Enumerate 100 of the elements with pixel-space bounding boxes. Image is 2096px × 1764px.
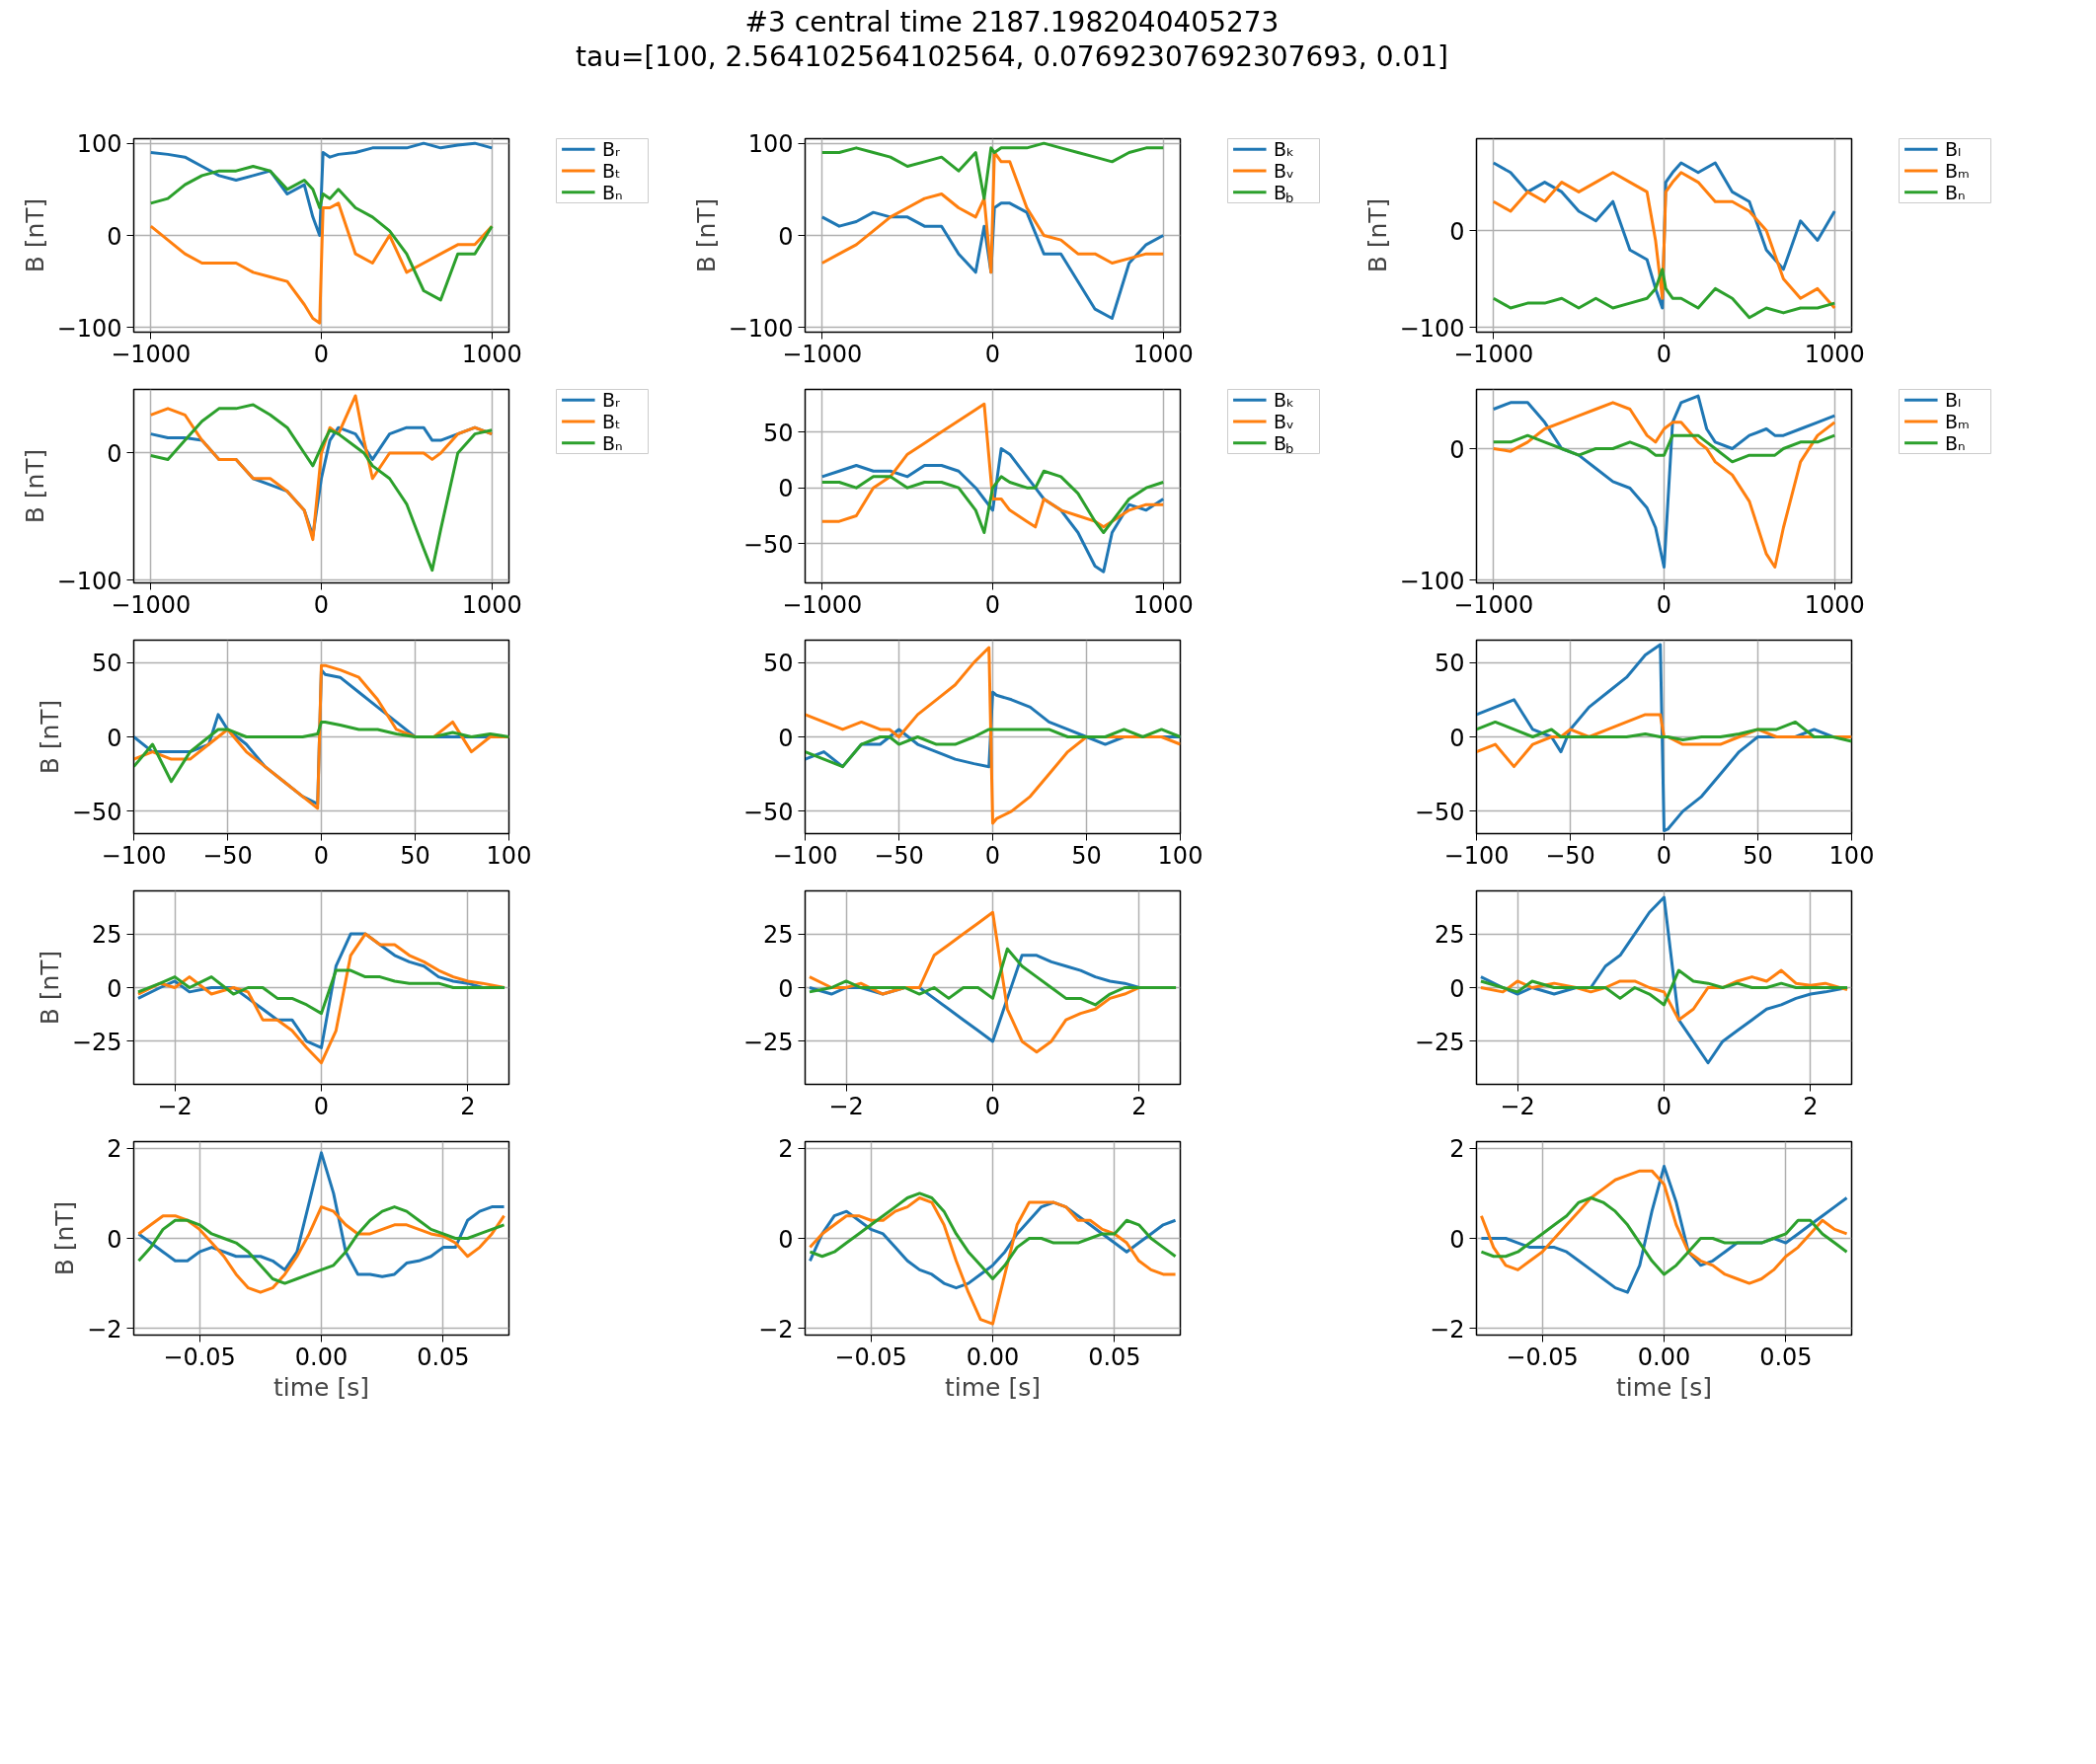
x-tick-label: −50 xyxy=(202,841,253,870)
y-axis-title: B [nT] xyxy=(50,1200,80,1276)
y-tick-label: −100 xyxy=(1399,314,1465,343)
y-tick-label: −25 xyxy=(71,1028,122,1056)
y-tick-label: 0 xyxy=(778,475,794,503)
x-tick-label: 1000 xyxy=(1132,340,1194,368)
legend-label: Bₘ xyxy=(1945,160,1970,182)
y-tick-label: −25 xyxy=(1414,1028,1465,1056)
y-axis-title: B [nT] xyxy=(20,448,49,524)
y-tick-label: 0 xyxy=(778,724,794,752)
legend-label: Bₙ xyxy=(1945,181,1966,203)
y-tick-label: 0 xyxy=(778,222,794,251)
x-tick-label: 1000 xyxy=(1804,340,1865,368)
x-tick-label: 50 xyxy=(400,841,430,870)
x-tick-label: −0.05 xyxy=(1506,1342,1579,1371)
x-tick-label: −1000 xyxy=(1453,340,1534,368)
x-tick-label: 50 xyxy=(1071,841,1102,870)
y-tick-label: 0 xyxy=(107,974,122,1003)
x-tick-label: 0 xyxy=(984,340,1001,368)
y-tick-label: −50 xyxy=(1414,798,1465,826)
legend-label: Bₗ xyxy=(1945,138,1962,161)
x-tick-label: 1000 xyxy=(1132,590,1194,619)
y-tick-label: 2 xyxy=(1449,1135,1465,1164)
legend-label: Bᵣ xyxy=(602,138,621,161)
x-tick-label: 2 xyxy=(460,1092,476,1120)
x-tick-label: 0.00 xyxy=(966,1342,1020,1371)
x-tick-label: 1000 xyxy=(461,590,522,619)
legend-label: Bₜ xyxy=(602,411,621,432)
y-tick-label: 0 xyxy=(107,724,122,752)
x-tick-label: −50 xyxy=(874,841,924,870)
x-tick-label: 0 xyxy=(1656,590,1672,619)
y-tick-label: −2 xyxy=(758,1315,794,1343)
y-axis-title: B [nT] xyxy=(20,197,49,273)
y-tick-label: 50 xyxy=(762,419,794,447)
legend-label: Bₘ xyxy=(1945,411,1970,432)
x-tick-label: 0 xyxy=(313,1092,330,1120)
y-tick-label: 25 xyxy=(91,921,122,950)
chart-title: #3 central time 2187.1982040405273 tau=[100, 2.564102564102564, 0.07692307692307693, 0.01] xyxy=(575,5,1449,74)
x-tick-label: 0 xyxy=(984,590,1001,619)
x-tick-label: 0.00 xyxy=(294,1342,349,1371)
y-tick-label: 0 xyxy=(1449,974,1465,1003)
y-tick-label: −50 xyxy=(71,798,122,826)
x-tick-label: 0 xyxy=(1656,1092,1672,1120)
y-tick-label: −25 xyxy=(742,1028,794,1056)
x-tick-label: −1000 xyxy=(111,340,192,368)
x-tick-label: 100 xyxy=(486,841,532,870)
y-tick-label: 100 xyxy=(76,130,122,159)
y-tick-label: 0 xyxy=(107,222,122,251)
x-tick-label: 0.05 xyxy=(1088,1342,1141,1371)
y-tick-label: 50 xyxy=(1434,650,1465,678)
x-tick-label: 1000 xyxy=(461,340,522,368)
y-tick-label: 50 xyxy=(91,650,122,678)
x-tick-label: 0.05 xyxy=(417,1342,470,1371)
y-axis-title: B [nT] xyxy=(1362,197,1392,273)
y-tick-label: −100 xyxy=(728,314,794,343)
x-tick-label: 2 xyxy=(1803,1092,1819,1120)
y-tick-label: 0 xyxy=(1449,435,1465,464)
y-tick-label: 0 xyxy=(778,974,794,1003)
x-tick-label: 0.00 xyxy=(1637,1342,1691,1371)
x-tick-label: −1000 xyxy=(782,590,863,619)
y-tick-label: 25 xyxy=(1434,921,1465,950)
y-tick-label: 0 xyxy=(778,1225,794,1254)
y-tick-label: 0 xyxy=(1449,724,1465,752)
legend-label: Bₖ xyxy=(1274,138,1295,161)
x-tick-label: −0.05 xyxy=(163,1342,236,1371)
x-tick-label: −2 xyxy=(157,1092,193,1120)
legend-label: Bₙ xyxy=(602,181,623,203)
y-tick-label: 0 xyxy=(1449,1225,1465,1254)
x-tick-label: 0 xyxy=(1656,841,1672,870)
y-tick-label: −2 xyxy=(1430,1315,1465,1343)
y-axis-title: B [nT] xyxy=(35,699,64,775)
x-tick-label: −1000 xyxy=(782,340,863,368)
x-tick-label: 2 xyxy=(1131,1092,1147,1120)
x-tick-label: 50 xyxy=(1743,841,1773,870)
x-tick-label: 100 xyxy=(1828,841,1875,870)
x-tick-label: 1000 xyxy=(1804,590,1865,619)
y-axis-title: B [nT] xyxy=(691,197,721,273)
legend-label: Bᵥ xyxy=(1274,411,1294,432)
x-tick-label: 0 xyxy=(313,841,330,870)
x-tick-label: 0.05 xyxy=(1759,1342,1813,1371)
x-tick-label: 0 xyxy=(984,1092,1001,1120)
y-tick-label: 50 xyxy=(762,650,794,678)
x-tick-label: −2 xyxy=(828,1092,864,1120)
y-tick-label: 2 xyxy=(107,1135,122,1164)
y-tick-label: −50 xyxy=(742,798,794,826)
y-tick-label: −100 xyxy=(56,314,122,343)
y-tick-label: 0 xyxy=(107,1225,122,1254)
y-tick-label: 100 xyxy=(747,130,794,159)
x-axis-title: time [s] xyxy=(945,1372,1041,1402)
x-tick-label: 0 xyxy=(313,590,330,619)
legend-label: Bₙ xyxy=(1945,431,1966,454)
legend-label: Bₜ xyxy=(602,160,621,182)
legend-label: Bₗ xyxy=(1945,389,1962,412)
legend-label: Bᵣ xyxy=(602,389,621,412)
y-tick-label: 2 xyxy=(778,1135,794,1164)
x-axis-title: time [s] xyxy=(1616,1372,1712,1402)
y-tick-label: 0 xyxy=(1449,217,1465,246)
x-tick-label: 0 xyxy=(1656,340,1672,368)
legend-label: Bᵥ xyxy=(1274,160,1294,182)
y-tick-label: 25 xyxy=(762,921,794,950)
